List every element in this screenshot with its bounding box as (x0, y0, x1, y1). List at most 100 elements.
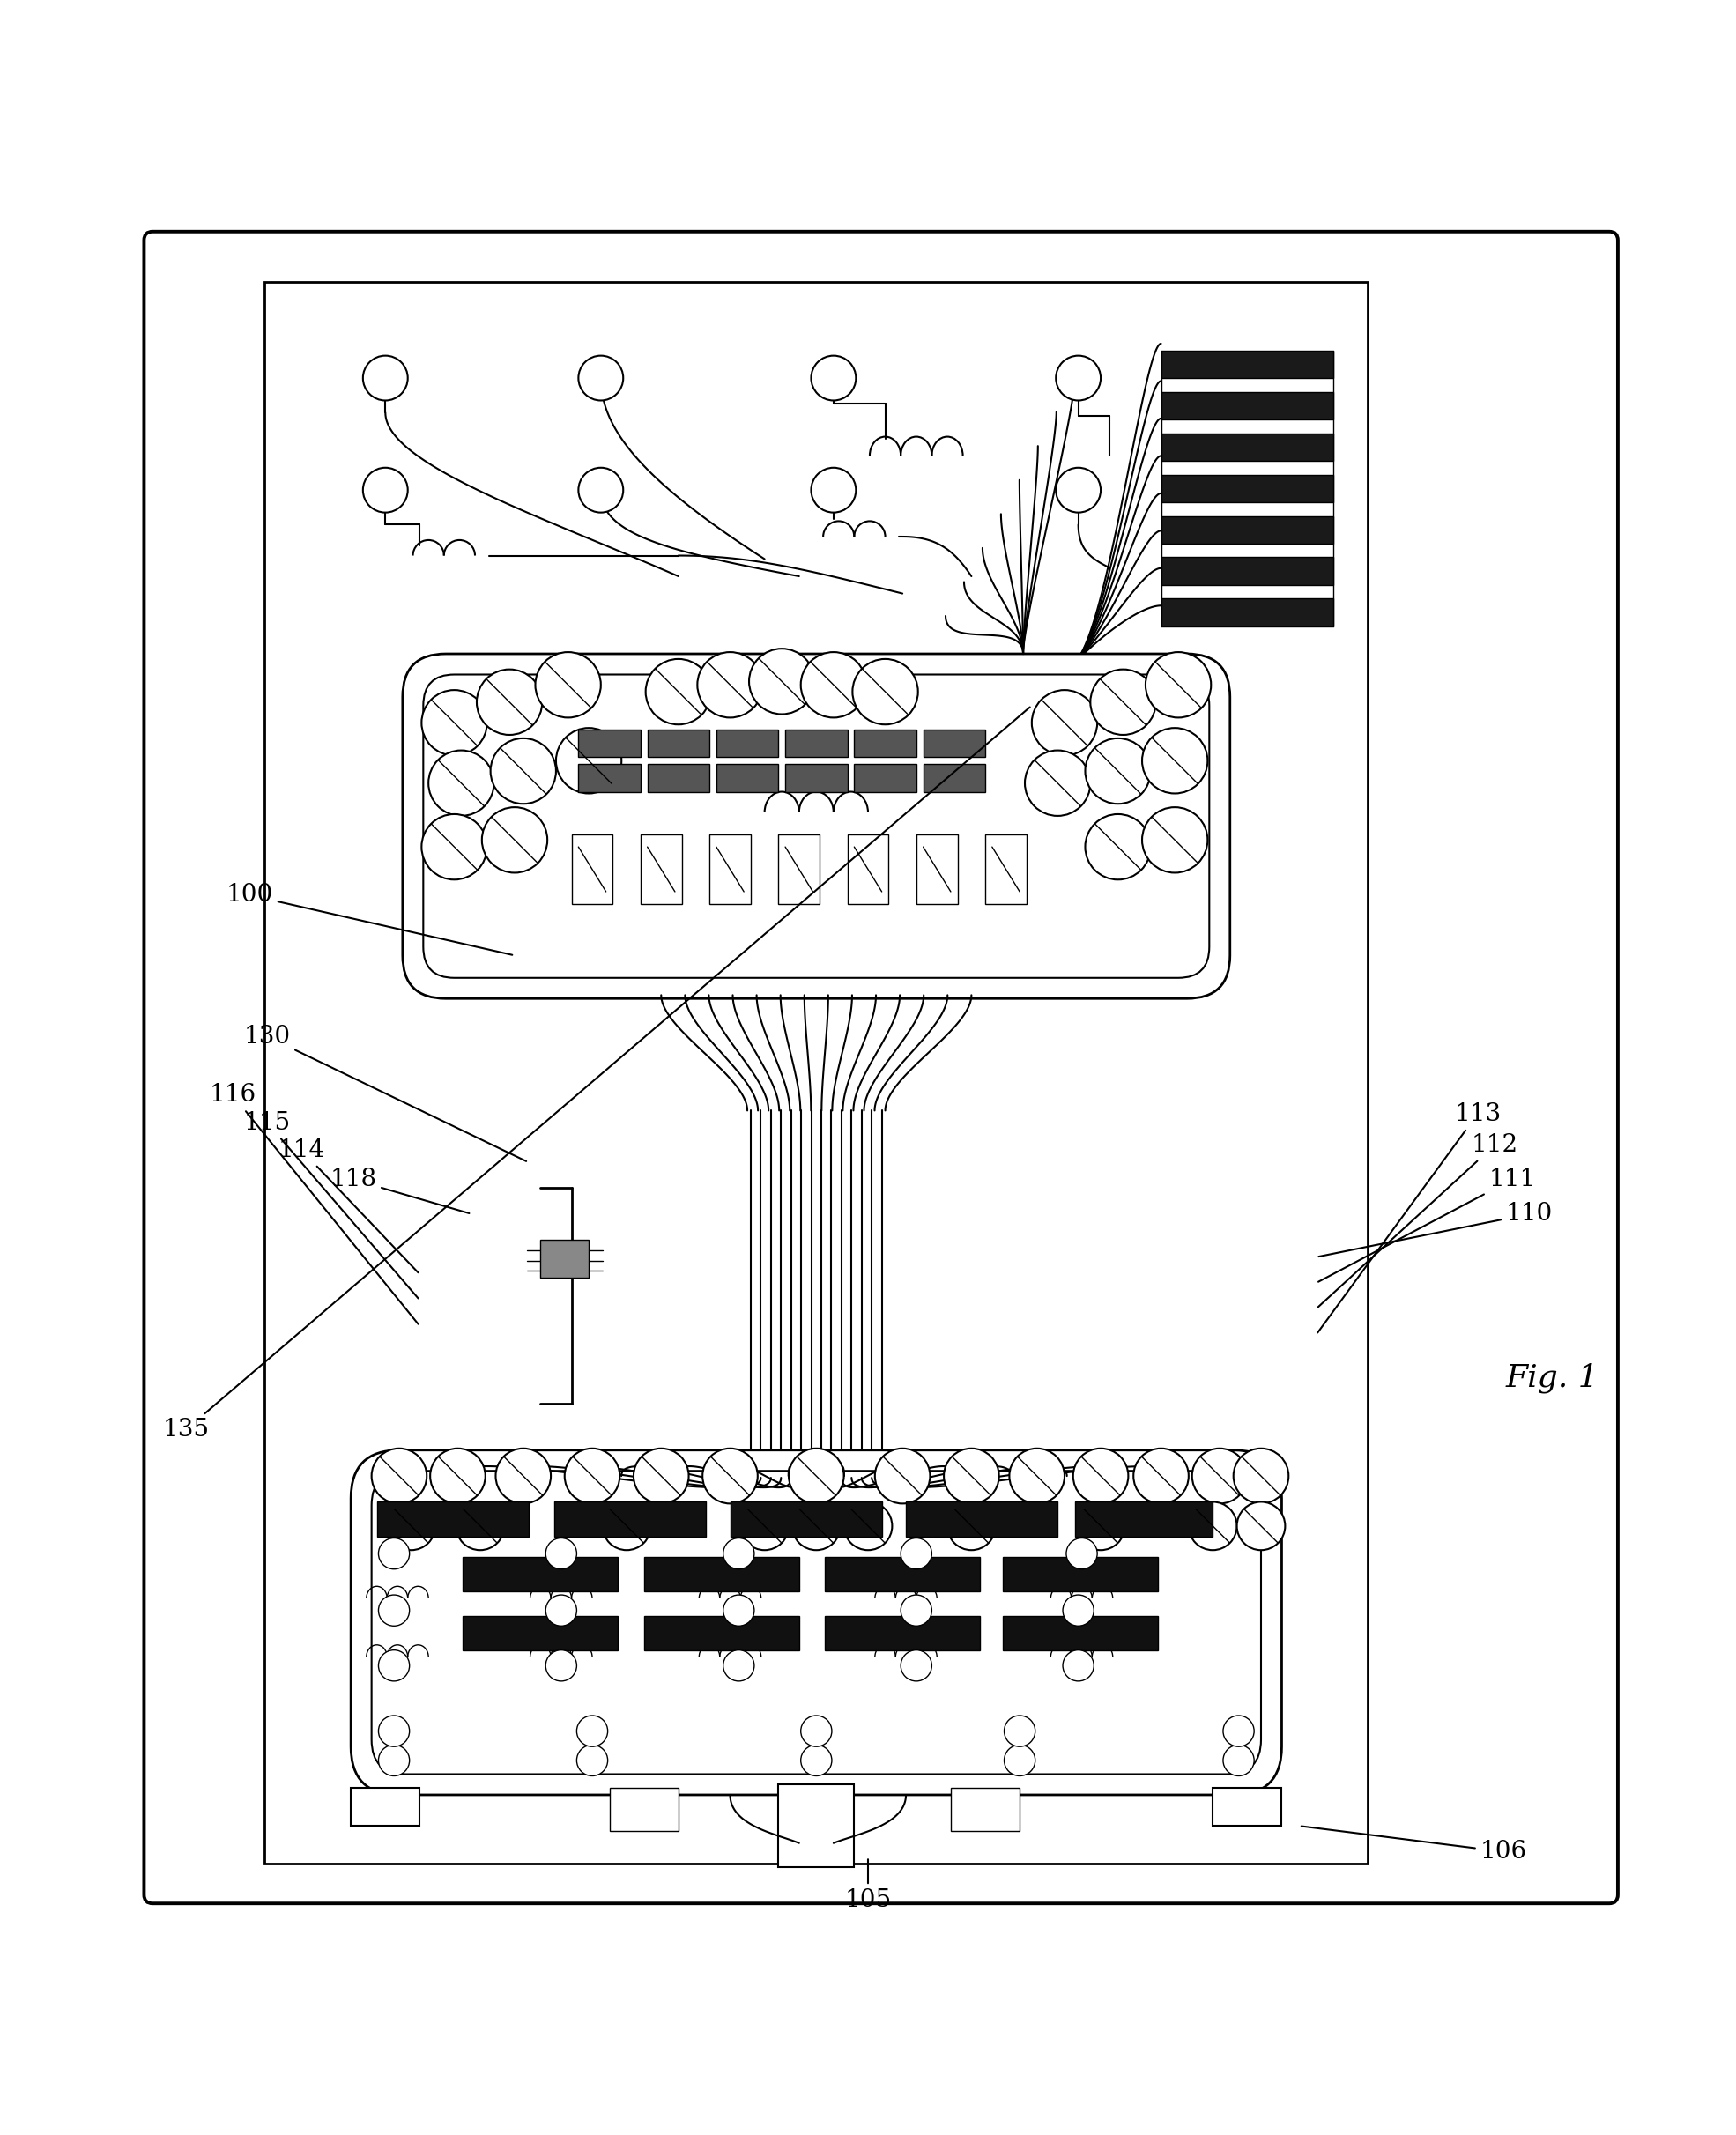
Circle shape (800, 1744, 832, 1776)
Bar (731, 1501, 882, 1537)
Circle shape (792, 1501, 840, 1550)
Circle shape (491, 739, 556, 803)
Bar (778, 835, 819, 903)
Circle shape (1085, 813, 1151, 880)
Circle shape (1146, 651, 1212, 717)
Circle shape (1189, 1501, 1236, 1550)
Bar (847, 835, 889, 903)
Circle shape (748, 649, 814, 715)
Circle shape (724, 1595, 753, 1627)
Circle shape (1142, 807, 1208, 873)
FancyBboxPatch shape (351, 1450, 1281, 1796)
Circle shape (545, 1650, 576, 1680)
Bar (609, 1787, 679, 1832)
Circle shape (698, 651, 762, 717)
Bar (464, 1556, 618, 1591)
Circle shape (724, 1537, 753, 1569)
Bar (924, 764, 986, 792)
Text: 114: 114 (278, 1138, 418, 1272)
Text: 111: 111 (1318, 1168, 1535, 1281)
FancyBboxPatch shape (144, 231, 1618, 1904)
Text: 118: 118 (330, 1168, 469, 1213)
Bar (924, 730, 986, 758)
Text: 106: 106 (1302, 1825, 1526, 1864)
Text: Fig. 1: Fig. 1 (1505, 1362, 1599, 1392)
Circle shape (477, 670, 542, 734)
Circle shape (387, 1501, 436, 1550)
Bar (1075, 1501, 1213, 1537)
Circle shape (1134, 1448, 1189, 1503)
Circle shape (1236, 1501, 1285, 1550)
Circle shape (483, 807, 547, 873)
Circle shape (1055, 468, 1101, 512)
Bar (854, 730, 917, 758)
Circle shape (578, 357, 623, 401)
Text: 100: 100 (226, 884, 512, 954)
Circle shape (901, 1650, 932, 1680)
Bar (644, 1616, 799, 1650)
Circle shape (1076, 1501, 1125, 1550)
Bar (785, 730, 847, 758)
Circle shape (1073, 1448, 1128, 1503)
Bar (554, 1501, 707, 1537)
Circle shape (901, 1537, 932, 1569)
Circle shape (1085, 739, 1151, 803)
Circle shape (545, 1595, 576, 1627)
Circle shape (378, 1537, 410, 1569)
Circle shape (1003, 1717, 1035, 1746)
Bar (825, 1616, 981, 1650)
Circle shape (1234, 1448, 1288, 1503)
Bar (825, 1556, 981, 1591)
Circle shape (1024, 749, 1090, 816)
Bar (906, 1501, 1057, 1537)
Circle shape (378, 1744, 410, 1776)
Circle shape (800, 651, 866, 717)
Circle shape (496, 1448, 550, 1503)
Circle shape (724, 1650, 753, 1680)
Bar (377, 1501, 528, 1537)
Circle shape (372, 1448, 427, 1503)
Bar (951, 1787, 1019, 1832)
Circle shape (1193, 1448, 1246, 1503)
Circle shape (363, 468, 408, 512)
Circle shape (378, 1717, 410, 1746)
Bar (778, 1785, 854, 1868)
Text: 113: 113 (1318, 1102, 1502, 1332)
Bar (1161, 517, 1333, 544)
Circle shape (378, 1595, 410, 1627)
Bar (785, 764, 847, 792)
FancyBboxPatch shape (403, 653, 1231, 999)
Circle shape (431, 1448, 486, 1503)
Bar (917, 835, 958, 903)
Circle shape (602, 1501, 651, 1550)
Circle shape (429, 749, 495, 816)
Bar (644, 1556, 799, 1591)
Circle shape (703, 1448, 757, 1503)
Text: 135: 135 (163, 707, 1029, 1441)
Circle shape (1055, 357, 1101, 401)
Bar (1213, 1787, 1281, 1825)
Circle shape (363, 357, 408, 401)
Circle shape (1009, 1448, 1064, 1503)
Bar (717, 730, 778, 758)
Text: 130: 130 (243, 1025, 526, 1161)
Circle shape (535, 651, 601, 717)
Circle shape (852, 660, 918, 724)
Circle shape (1031, 690, 1097, 756)
Circle shape (1062, 1650, 1094, 1680)
Circle shape (457, 1501, 503, 1550)
Circle shape (944, 1448, 998, 1503)
Bar (1161, 433, 1333, 461)
Circle shape (545, 1537, 576, 1569)
Circle shape (1224, 1744, 1253, 1776)
Circle shape (844, 1501, 892, 1550)
Bar (1161, 393, 1333, 418)
Bar (351, 1787, 420, 1825)
Circle shape (811, 357, 856, 401)
Circle shape (901, 1595, 932, 1627)
Bar (264, 282, 1368, 1864)
Circle shape (556, 728, 621, 794)
Circle shape (1090, 670, 1156, 734)
Bar (1002, 1556, 1158, 1591)
Bar (648, 764, 710, 792)
